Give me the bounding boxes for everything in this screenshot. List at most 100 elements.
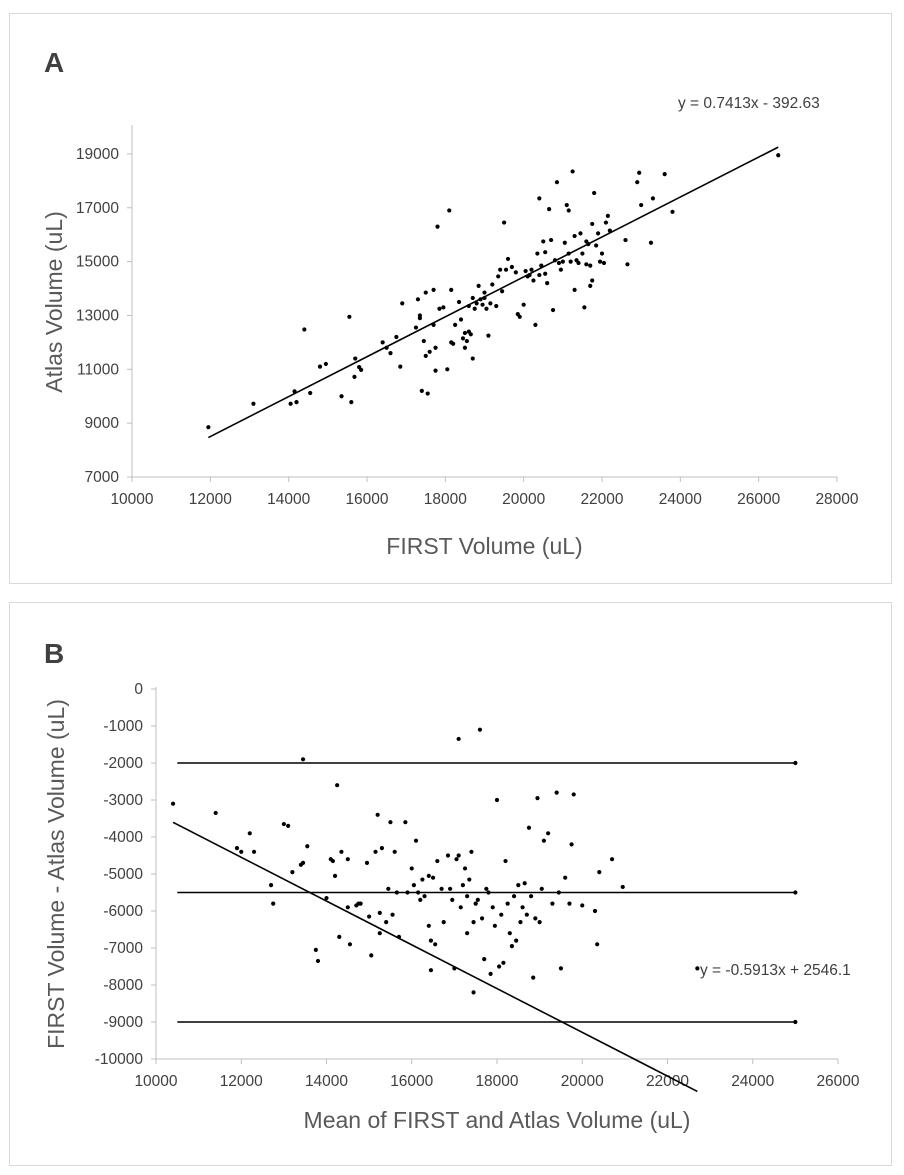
- data-point: [441, 920, 446, 925]
- x-tick-label: 14000: [305, 1073, 348, 1090]
- data-point: [563, 875, 568, 880]
- x-tick-label: 20000: [561, 1073, 604, 1090]
- data-point: [546, 831, 551, 836]
- data-point: [552, 258, 558, 263]
- data-point: [337, 934, 342, 939]
- data-point: [522, 881, 527, 886]
- data-point: [477, 727, 483, 732]
- data-point: [484, 306, 489, 311]
- data-point: [305, 844, 310, 849]
- data-point: [529, 894, 534, 899]
- chart-a-lines: [208, 146, 779, 439]
- data-point: [435, 224, 440, 229]
- data-point: [286, 823, 291, 828]
- data-point: [580, 251, 585, 256]
- data-point: [330, 858, 335, 864]
- data-point: [317, 364, 323, 369]
- data-point: [439, 886, 444, 891]
- data-point: [465, 894, 470, 899]
- data-point: [558, 966, 564, 971]
- chart-a-x-axis-title: FIRST Volume (uL): [386, 533, 582, 559]
- x-tick-label: 10000: [110, 491, 153, 508]
- chart-b-x-axis-title: Mean of FIRST and Atlas Volume (uL): [304, 1107, 691, 1133]
- data-point: [556, 260, 562, 266]
- data-point: [537, 196, 542, 201]
- data-point: [482, 290, 487, 295]
- data-point: [523, 268, 528, 274]
- data-point: [543, 271, 548, 276]
- data-point: [650, 196, 656, 201]
- data-point: [398, 364, 403, 369]
- data-point: [390, 912, 395, 917]
- data-point: [428, 938, 434, 943]
- data-point: [535, 251, 540, 256]
- data-point: [488, 301, 493, 306]
- data-point: [271, 901, 276, 906]
- x-tick-label: 16000: [390, 1073, 433, 1090]
- data-point: [433, 345, 438, 350]
- data-point: [486, 890, 491, 895]
- data-point: [776, 153, 781, 158]
- data-point: [388, 820, 393, 825]
- data-point: [462, 866, 468, 871]
- data-point: [400, 301, 405, 306]
- data-point: [323, 361, 328, 367]
- y-tick-label: 13000: [76, 307, 119, 324]
- data-point: [427, 349, 432, 354]
- data-point: [300, 757, 306, 762]
- chart-b-tick-labels: 10000 12000 14000 16000 18000 20000 22000 24000…: [95, 681, 860, 1090]
- data-point: [377, 931, 382, 936]
- data-point: [662, 172, 667, 177]
- data-point: [419, 388, 424, 393]
- data-point: [620, 884, 625, 890]
- data-point: [569, 842, 574, 847]
- data-point: [373, 849, 378, 854]
- data-point: [588, 283, 593, 288]
- data-point: [392, 849, 397, 854]
- data-point: [451, 341, 456, 346]
- y-tick-label: 7000: [85, 469, 120, 486]
- data-point: [335, 783, 340, 788]
- data-point: [420, 877, 425, 882]
- data-point: [475, 897, 480, 902]
- data-point: [492, 923, 497, 928]
- data-point: [582, 305, 587, 310]
- y-tick-label: 0: [134, 681, 143, 698]
- data-point: [472, 306, 477, 311]
- data-point: [384, 345, 389, 350]
- data-point: [468, 332, 473, 337]
- data-point: [531, 975, 536, 980]
- data-point: [670, 209, 675, 214]
- data-point: [635, 180, 640, 185]
- data-point: [358, 901, 363, 906]
- data-point: [478, 297, 483, 302]
- data-point: [499, 912, 504, 917]
- data-point: [421, 338, 426, 344]
- x-tick-label: 20000: [502, 491, 545, 508]
- data-point: [479, 916, 485, 921]
- data-point: [568, 259, 573, 264]
- x-tick-label: 18000: [475, 1073, 518, 1090]
- data-point: [793, 1019, 798, 1025]
- data-point: [562, 240, 567, 245]
- data-point: [396, 934, 402, 939]
- chart-a-points: [206, 153, 781, 430]
- data-point: [239, 849, 244, 854]
- data-point: [793, 760, 798, 766]
- data-point: [206, 425, 211, 430]
- data-point: [456, 853, 461, 858]
- data-point: [294, 400, 299, 405]
- data-point: [394, 890, 399, 895]
- data-point: [437, 306, 442, 311]
- data-point: [529, 267, 534, 272]
- data-point: [464, 338, 469, 344]
- data-point: [315, 958, 321, 964]
- data-point: [588, 263, 593, 268]
- data-point: [558, 267, 563, 272]
- data-point: [648, 240, 654, 245]
- data-point: [431, 322, 436, 327]
- data-point: [592, 908, 598, 914]
- y-tick-label: -5000: [103, 866, 143, 883]
- panel-letter-a: A: [44, 47, 64, 78]
- trendline: [208, 146, 779, 439]
